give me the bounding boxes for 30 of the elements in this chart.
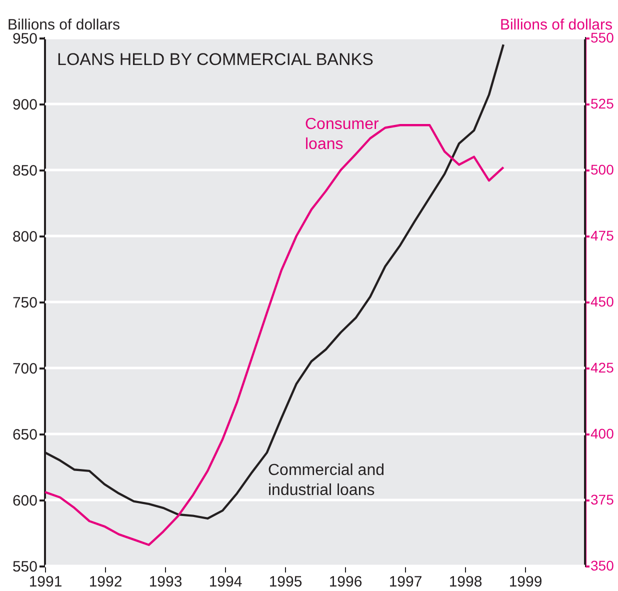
y2-tick-label: 425	[590, 360, 614, 376]
x-tick-label: 1994	[208, 574, 242, 590]
x-tick-label: 1996	[328, 574, 362, 590]
y-tick-label: 700	[12, 360, 38, 378]
y2-tick-label: 525	[590, 96, 614, 112]
y2-tick-label: 400	[590, 426, 614, 442]
y2-tick-label: 350	[590, 558, 614, 574]
y2-tick-label: 500	[590, 162, 614, 178]
series-label: Consumer loans	[305, 116, 380, 153]
y-tick-label: 900	[12, 96, 38, 114]
x-tick-label: 1995	[268, 574, 302, 590]
x-tick-label: 1991	[28, 574, 62, 590]
text: LOANS HELD BY COMMERCIAL BANKS	[57, 50, 374, 69]
y2-tick-label: 375	[590, 492, 614, 508]
y-tick-label: 850	[12, 162, 38, 180]
series-label: Commercial and industrial loans	[268, 462, 384, 499]
y-tick-label: 950	[12, 30, 38, 48]
y-tick-label: 550	[12, 558, 38, 576]
y-tick-label: 750	[12, 294, 38, 312]
x-tick-label: 1999	[508, 574, 542, 590]
x-tick-label: 1993	[148, 574, 182, 590]
x-tick-label: 1997	[388, 574, 422, 590]
x-tick-label: 1998	[448, 574, 482, 590]
x-tick-label: 1992	[88, 574, 122, 590]
y2-tick-label: 450	[590, 294, 614, 310]
y-axis-title: Billions of dollars	[8, 16, 120, 34]
y-tick-label: 800	[12, 228, 38, 246]
y2-tick-label: 475	[590, 228, 614, 244]
y-tick-label: 650	[12, 426, 38, 444]
y-tick-label: 600	[12, 492, 38, 510]
